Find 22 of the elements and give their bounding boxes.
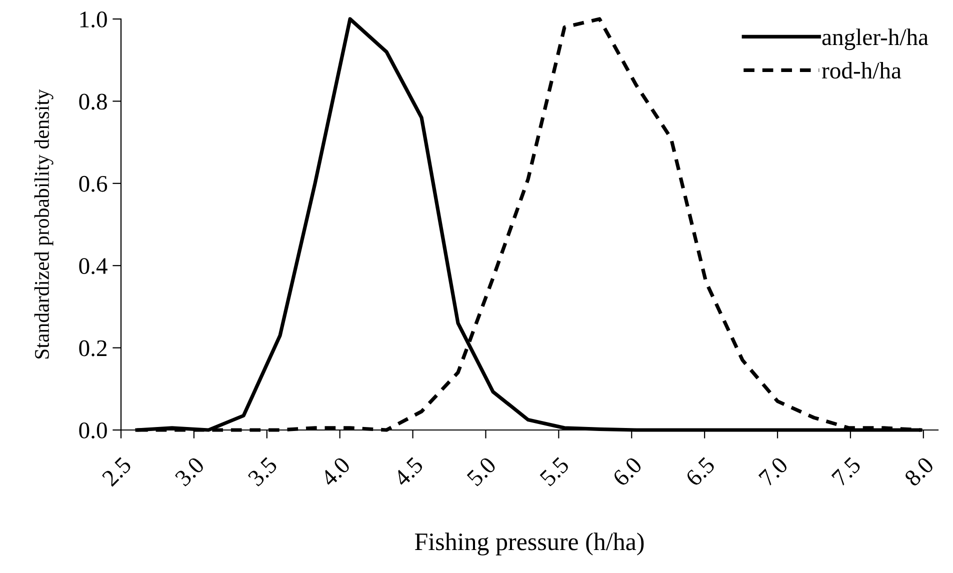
x-tick-label: 3.5 [247,456,278,487]
y-tick-label: 0.6 [79,176,108,192]
x-tick-label: 5.5 [539,456,570,487]
legend-label: angler-h/ha [822,28,928,50]
y-tick-label: 0.4 [79,258,108,274]
y-tick-label: 0.0 [79,422,107,439]
x-tick-label: 7.0 [758,456,789,487]
x-tick-label: 7.5 [831,456,862,487]
y-tick-label: 0.2 [79,340,107,356]
x-tick-label: 3.0 [174,456,206,487]
legend-label: rod-h/ha [822,62,902,79]
x-axis-title: Fishing pressure (h/ha) [414,532,644,556]
x-tick-label: 4.5 [392,456,424,488]
y-tick-label: 0.8 [79,94,107,110]
y-tick-label: 1.0 [80,11,107,28]
x-tick-label: 8.0 [904,456,935,488]
x-tick-label: 2.5 [101,456,132,487]
x-tick-label: 5.0 [466,456,497,487]
y-axis-title: Standardized probability density [34,89,54,358]
x-tick-label: 6.5 [684,456,716,487]
x-tick-label: 4.0 [320,456,352,488]
x-tick-label: 6.0 [612,456,643,487]
